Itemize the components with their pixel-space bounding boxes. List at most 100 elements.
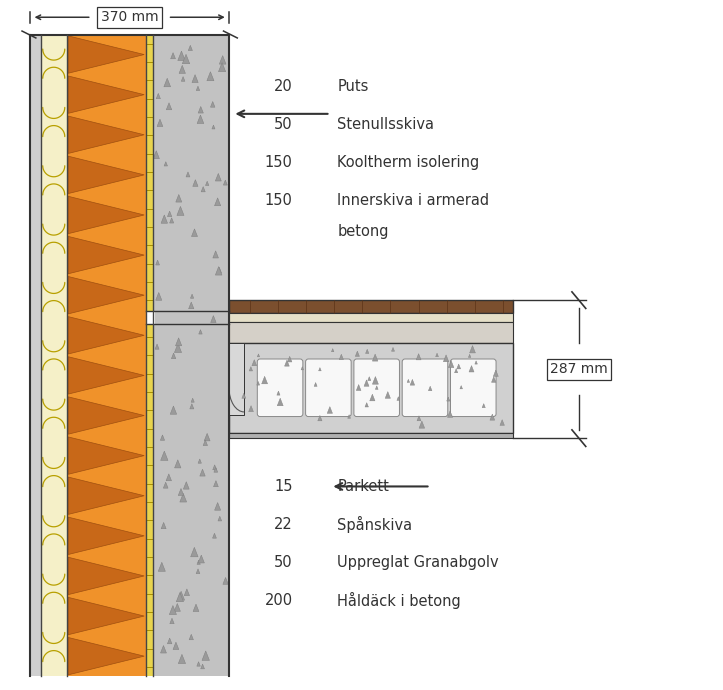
- Polygon shape: [339, 354, 343, 359]
- Polygon shape: [372, 377, 378, 384]
- Polygon shape: [68, 638, 144, 675]
- Text: Håldäck i betong: Håldäck i betong: [338, 592, 461, 609]
- Polygon shape: [372, 354, 378, 361]
- Polygon shape: [184, 482, 189, 489]
- Polygon shape: [355, 351, 359, 357]
- Bar: [40, 34, 67, 676]
- Polygon shape: [368, 377, 371, 381]
- Polygon shape: [168, 211, 172, 217]
- Polygon shape: [319, 368, 321, 371]
- Polygon shape: [179, 654, 186, 664]
- Polygon shape: [277, 391, 280, 395]
- Text: 20: 20: [274, 79, 293, 94]
- Polygon shape: [173, 642, 179, 649]
- Polygon shape: [186, 172, 190, 177]
- Polygon shape: [168, 638, 172, 644]
- Text: Kooltherm isolering: Kooltherm isolering: [338, 155, 479, 170]
- Polygon shape: [189, 634, 194, 640]
- Bar: [67, 34, 146, 676]
- Polygon shape: [179, 489, 184, 495]
- Polygon shape: [190, 294, 194, 298]
- Polygon shape: [197, 560, 200, 564]
- Polygon shape: [198, 459, 202, 463]
- Polygon shape: [492, 377, 496, 382]
- Polygon shape: [198, 106, 203, 113]
- Polygon shape: [356, 384, 361, 391]
- Bar: [229, 322, 513, 343]
- Bar: [30, 34, 40, 676]
- Polygon shape: [213, 465, 217, 470]
- Polygon shape: [68, 518, 144, 555]
- Polygon shape: [364, 380, 369, 386]
- Bar: [146, 310, 155, 324]
- FancyBboxPatch shape: [354, 359, 399, 417]
- Polygon shape: [68, 357, 144, 394]
- Polygon shape: [199, 330, 202, 334]
- Text: 150: 150: [265, 155, 293, 170]
- Polygon shape: [277, 398, 283, 406]
- Polygon shape: [207, 72, 214, 81]
- Polygon shape: [366, 349, 369, 353]
- Polygon shape: [179, 66, 185, 73]
- Polygon shape: [249, 366, 252, 371]
- Polygon shape: [314, 382, 317, 386]
- Text: 370 mm: 370 mm: [100, 10, 158, 24]
- Bar: [229, 343, 244, 415]
- Polygon shape: [164, 161, 168, 166]
- Polygon shape: [318, 415, 322, 421]
- Polygon shape: [223, 578, 228, 584]
- Polygon shape: [192, 75, 198, 83]
- Bar: [153, 34, 229, 676]
- Polygon shape: [407, 380, 409, 382]
- Polygon shape: [68, 197, 144, 234]
- Polygon shape: [215, 502, 221, 510]
- Polygon shape: [161, 645, 166, 653]
- Polygon shape: [448, 360, 454, 368]
- Polygon shape: [257, 382, 260, 385]
- Polygon shape: [328, 406, 333, 413]
- Polygon shape: [68, 277, 144, 314]
- Polygon shape: [212, 125, 215, 129]
- Text: betong: betong: [338, 224, 389, 239]
- Polygon shape: [182, 55, 189, 63]
- Polygon shape: [217, 267, 221, 273]
- Polygon shape: [200, 469, 205, 476]
- Polygon shape: [470, 346, 476, 353]
- Polygon shape: [215, 173, 221, 181]
- Polygon shape: [155, 293, 162, 300]
- Text: 22: 22: [274, 517, 293, 532]
- Polygon shape: [196, 86, 200, 90]
- Polygon shape: [68, 76, 144, 113]
- Bar: [229, 300, 513, 313]
- Polygon shape: [197, 115, 204, 124]
- Polygon shape: [301, 366, 304, 370]
- Polygon shape: [189, 302, 194, 308]
- Text: 50: 50: [274, 555, 293, 570]
- Polygon shape: [164, 78, 171, 87]
- Polygon shape: [68, 397, 144, 434]
- Polygon shape: [177, 206, 184, 215]
- Text: Stenullsskiva: Stenullsskiva: [338, 117, 435, 132]
- Polygon shape: [201, 186, 205, 192]
- Polygon shape: [68, 477, 144, 515]
- Polygon shape: [188, 46, 192, 50]
- Polygon shape: [214, 467, 218, 472]
- Polygon shape: [161, 435, 165, 440]
- Polygon shape: [457, 364, 461, 369]
- Bar: [229, 313, 513, 322]
- Polygon shape: [166, 474, 171, 481]
- Polygon shape: [170, 218, 174, 223]
- Text: Uppreglat Granabgolv: Uppreglat Granabgolv: [338, 555, 499, 570]
- Polygon shape: [482, 404, 485, 408]
- Polygon shape: [184, 589, 189, 595]
- Polygon shape: [158, 562, 166, 571]
- Text: 287 mm: 287 mm: [550, 362, 608, 376]
- Polygon shape: [375, 386, 378, 389]
- Polygon shape: [176, 593, 184, 602]
- Polygon shape: [176, 338, 181, 346]
- Polygon shape: [178, 591, 184, 600]
- Polygon shape: [197, 662, 200, 666]
- Text: 150: 150: [265, 193, 293, 208]
- Polygon shape: [161, 451, 168, 460]
- Polygon shape: [68, 156, 144, 194]
